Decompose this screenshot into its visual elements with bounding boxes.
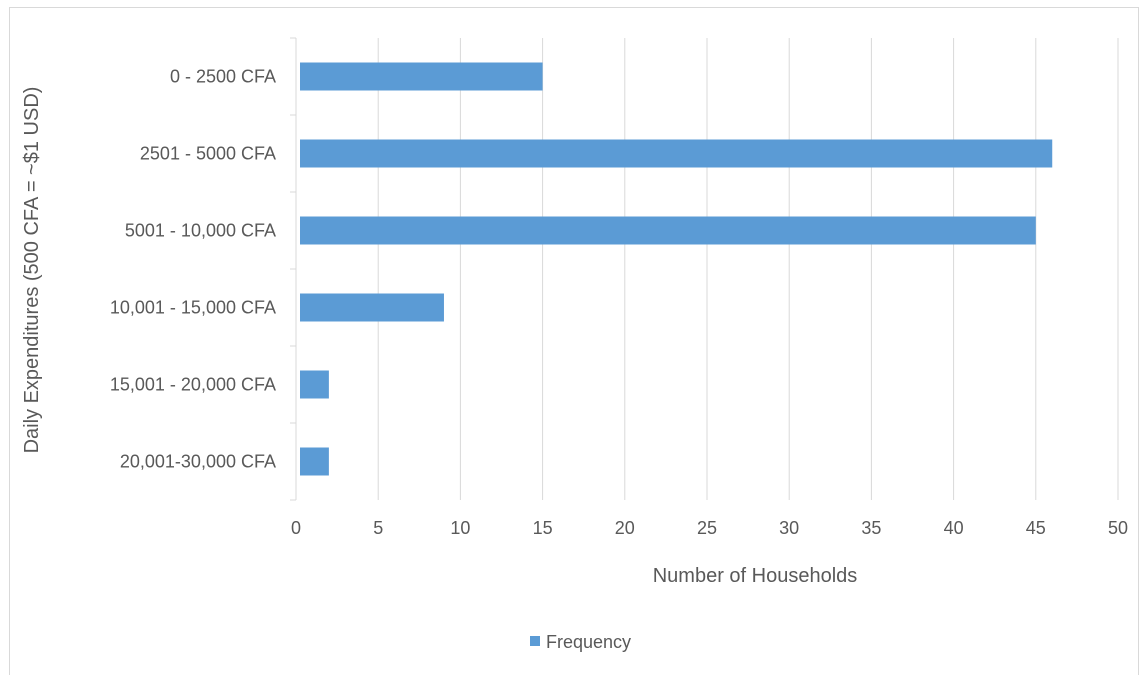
y-category-label: 15,001 - 20,000 CFA — [110, 375, 276, 395]
legend: Frequency — [530, 632, 631, 652]
y-axis — [290, 37, 297, 501]
x-tick-label: 15 — [533, 518, 553, 538]
x-tick-label: 45 — [1026, 518, 1046, 538]
x-tick-label: 50 — [1108, 518, 1128, 538]
x-tick-label: 40 — [944, 518, 964, 538]
x-tick-label: 0 — [291, 518, 301, 538]
chart-frame — [9, 7, 1139, 675]
x-tick-label: 20 — [615, 518, 635, 538]
bar — [300, 139, 1053, 168]
y-category-labels: 0 - 2500 CFA 2501 - 5000 CFA 5001 - 10,000… — [110, 67, 276, 472]
gridlines — [377, 38, 1119, 500]
y-category-label: 2501 - 5000 CFA — [140, 144, 276, 164]
y-category-label: 10,001 - 15,000 CFA — [110, 298, 276, 318]
bar — [300, 370, 329, 399]
x-tick-label: 5 — [373, 518, 383, 538]
y-category-label: 20,001-30,000 CFA — [120, 452, 276, 472]
x-tick-labels: 0 5 10 15 20 25 30 35 40 45 50 — [291, 518, 1128, 538]
bar — [300, 216, 1036, 245]
y-category-label: 5001 - 10,000 CFA — [125, 221, 276, 241]
x-tick-label: 30 — [779, 518, 799, 538]
x-tick-label: 35 — [861, 518, 881, 538]
bars — [300, 62, 1053, 476]
x-tick-label: 10 — [450, 518, 470, 538]
legend-swatch — [530, 636, 540, 646]
x-axis-title: Number of Households — [653, 565, 858, 587]
bar — [300, 293, 444, 322]
bar — [300, 62, 543, 91]
legend-label: Frequency — [546, 632, 631, 652]
bar — [300, 447, 329, 476]
x-tick-label: 25 — [697, 518, 717, 538]
y-axis-title: Daily Expenditures (500 CFA = ~$1 USD) — [21, 87, 43, 454]
y-category-label: 0 - 2500 CFA — [170, 67, 276, 87]
